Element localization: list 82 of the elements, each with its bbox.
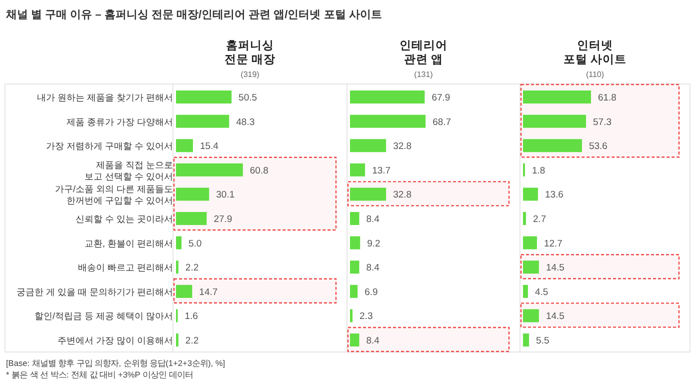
data-label: 2.2 <box>185 262 199 274</box>
data-label: 6.9 <box>364 286 378 298</box>
data-label: 5.5 <box>536 336 550 346</box>
bar <box>350 188 386 201</box>
data-label: 9.2 <box>367 238 380 250</box>
bar <box>176 90 232 104</box>
y-tick-label: 할인/적립금 등 제공 혜택이 많아서 <box>34 311 173 322</box>
y-tick-label: 가구/소품 외의 다른 제품들도 한꺼번에 구입할 수 있어서 <box>54 184 173 206</box>
text: [Base: 채널별 향후 구입 의향자, 순위형 응답(1+2+3순위), %] <box>6 358 226 368</box>
bar <box>176 236 182 250</box>
data-label: 14.5 <box>546 262 564 274</box>
y-tick-label: 제품 종류가 가장 다양해서 <box>66 116 173 127</box>
bar <box>176 114 230 128</box>
bar <box>523 188 538 201</box>
text: * 붉은 색 선 박스: 전체 값 대비 +3%P 이상인 데이터 <box>6 370 193 380</box>
bar <box>176 284 192 298</box>
bar <box>176 188 210 201</box>
data-label: 5.0 <box>188 238 202 250</box>
bar <box>350 114 426 128</box>
chart-title: 인터넷 포털 사이트 <box>563 39 627 66</box>
bar <box>350 284 358 298</box>
data-label: 68.7 <box>432 116 452 128</box>
data-label: 57.3 <box>593 116 612 128</box>
data-label: 15.4 <box>200 141 218 152</box>
data-label: 8.4 <box>366 336 380 346</box>
bar <box>523 334 530 346</box>
bar <box>350 163 366 176</box>
data-label: 27.9 <box>214 214 232 225</box>
data-label: 48.3 <box>236 116 255 128</box>
y-tick-label: 배송이 빠르고 편리해서 <box>78 262 173 273</box>
data-label: 30.1 <box>216 190 235 201</box>
bar <box>523 90 591 104</box>
bar <box>523 114 586 128</box>
chart-subtitle: (110) <box>586 70 604 79</box>
bar <box>523 309 539 322</box>
data-label: 2.3 <box>360 311 373 322</box>
bar <box>176 163 243 176</box>
bar <box>350 236 360 250</box>
y-tick-label: 가장 저렴하게 구매할 수 있어서 <box>46 141 173 152</box>
data-label: 67.9 <box>432 92 450 104</box>
data-label: 1.6 <box>184 311 198 322</box>
bar <box>176 139 193 152</box>
data-label: 14.5 <box>546 311 564 322</box>
bar <box>350 139 386 152</box>
chart-title: 인테리어 관련 앱 <box>400 39 448 66</box>
chart-title: 홈퍼니싱 전문 매장 <box>224 39 276 66</box>
y-tick-label: 제품을 직접 눈으로 보고 선택할 수 있어서 <box>84 160 173 182</box>
y-tick-label: 주변에서 가장 많이 이용해서 <box>57 336 173 346</box>
data-label: 2.7 <box>532 214 546 225</box>
chart-subtitle: (319) <box>240 70 260 79</box>
data-label: 61.8 <box>598 92 616 104</box>
data-label: 1.8 <box>532 165 546 176</box>
bar <box>523 284 528 298</box>
data-label: 53.6 <box>588 141 608 152</box>
bar <box>523 260 539 274</box>
bar <box>523 236 537 250</box>
bar <box>350 260 360 274</box>
bar <box>350 309 353 322</box>
bar <box>350 212 360 225</box>
data-label: 32.8 <box>393 190 412 201</box>
data-label: 13.6 <box>544 190 564 201</box>
y-tick-label: 내가 원하는 제품을 찾기가 편해서 <box>36 92 173 102</box>
data-label: 8.4 <box>366 262 380 274</box>
y-tick-label: 궁금한 게 있을 때 문의하기가 편리해서 <box>16 286 173 297</box>
y-tick-label: 교환, 환불이 편리해서 <box>84 238 173 248</box>
text: 채널 별 구매 이유 – 홈퍼니싱 전문 매장/인테리어 관련 앱/인터넷 포털 사이트 <box>5 9 382 21</box>
bar <box>350 334 360 346</box>
data-label: 60.8 <box>250 165 268 176</box>
bar <box>176 212 207 225</box>
data-label: 14.7 <box>199 286 218 298</box>
data-label: 12.7 <box>544 238 562 250</box>
data-label: 32.8 <box>393 141 412 152</box>
bar <box>523 139 582 152</box>
y-tick-label: 신뢰할 수 있는 곳이라서 <box>75 214 173 224</box>
data-label: 8.4 <box>366 214 380 225</box>
data-label: 13.7 <box>372 165 391 176</box>
bar <box>523 212 526 225</box>
bar <box>350 90 425 104</box>
data-label: 4.5 <box>534 286 548 298</box>
chart-subtitle: (131) <box>414 70 434 79</box>
data-label: 2.2 <box>185 336 199 346</box>
data-label: 50.5 <box>238 92 258 104</box>
